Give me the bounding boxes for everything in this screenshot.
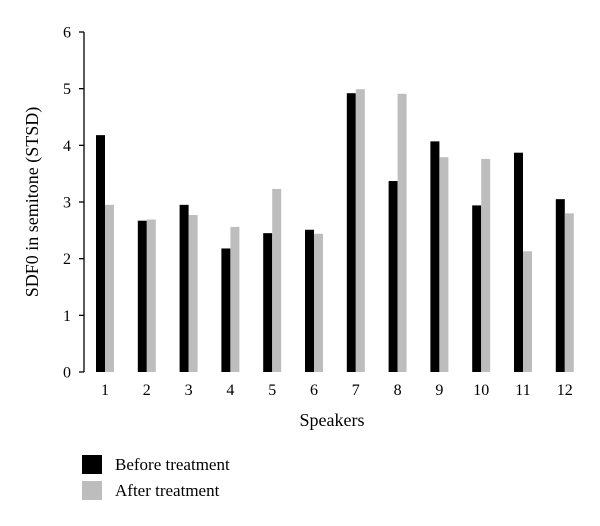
- bar-before-7: [346, 93, 356, 372]
- bar-before-1: [96, 135, 105, 372]
- legend-label-before: Before treatment: [115, 455, 230, 474]
- bar-after-1: [105, 204, 114, 372]
- bar-after-9: [439, 157, 449, 372]
- legend-swatch-before: [82, 455, 102, 474]
- bar-before-5: [263, 233, 273, 372]
- bar-before-3: [179, 204, 189, 372]
- bar-before-2: [137, 220, 147, 372]
- x-tick-label: 3: [185, 382, 193, 399]
- bar-after-10: [481, 158, 491, 372]
- x-tick-label: 2: [143, 382, 151, 399]
- bar-after-12: [564, 213, 574, 372]
- y-tick-label: 5: [63, 81, 71, 98]
- legend: Before treatment After treatment: [82, 455, 230, 500]
- x-tick-label: 8: [394, 382, 402, 399]
- x-tick-label: 11: [515, 382, 530, 399]
- x-tick-label: 9: [435, 382, 443, 399]
- bar-before-12: [555, 199, 565, 372]
- bar-before-6: [305, 229, 314, 372]
- y-axis-title: SDF0 in semitone (STSD): [22, 107, 43, 298]
- y-tick-label: 0: [63, 365, 71, 382]
- x-tick-label: 4: [226, 382, 234, 399]
- bar-after-5: [272, 188, 282, 372]
- bar-after-3: [188, 215, 198, 372]
- x-tick-label: 10: [473, 382, 489, 399]
- bar-after-2: [146, 219, 156, 372]
- bar-before-8: [388, 181, 398, 372]
- x-axis-ticks: 1 2 3 4 5 6 7 8 9 10 11 12: [101, 382, 573, 399]
- y-tick-label: 3: [63, 195, 71, 212]
- y-tick-label: 6: [63, 25, 71, 42]
- bar-after-11: [523, 251, 532, 372]
- y-axis: 0 1 2 3 4 5 6: [63, 25, 85, 382]
- x-tick-label: 12: [557, 382, 573, 399]
- legend-label-after: After treatment: [115, 481, 220, 500]
- bar-before-9: [430, 141, 440, 372]
- bars: [96, 89, 574, 373]
- bar-before-10: [472, 205, 482, 372]
- bar-after-6: [314, 233, 323, 372]
- y-tick-label: 2: [63, 251, 71, 268]
- bar-before-11: [514, 152, 523, 372]
- bar-after-4: [230, 226, 240, 372]
- x-tick-label: 5: [268, 382, 276, 399]
- y-tick-label: 4: [63, 138, 71, 155]
- x-tick-label: 7: [352, 382, 360, 399]
- x-axis-title: Speakers: [300, 410, 365, 430]
- x-tick-label: 1: [101, 382, 109, 399]
- bar-after-7: [355, 89, 365, 372]
- y-tick-label: 1: [63, 308, 71, 325]
- bar-after-8: [397, 93, 407, 373]
- bar-before-4: [221, 248, 231, 372]
- legend-swatch-after: [82, 481, 102, 500]
- x-tick-label: 6: [310, 382, 318, 399]
